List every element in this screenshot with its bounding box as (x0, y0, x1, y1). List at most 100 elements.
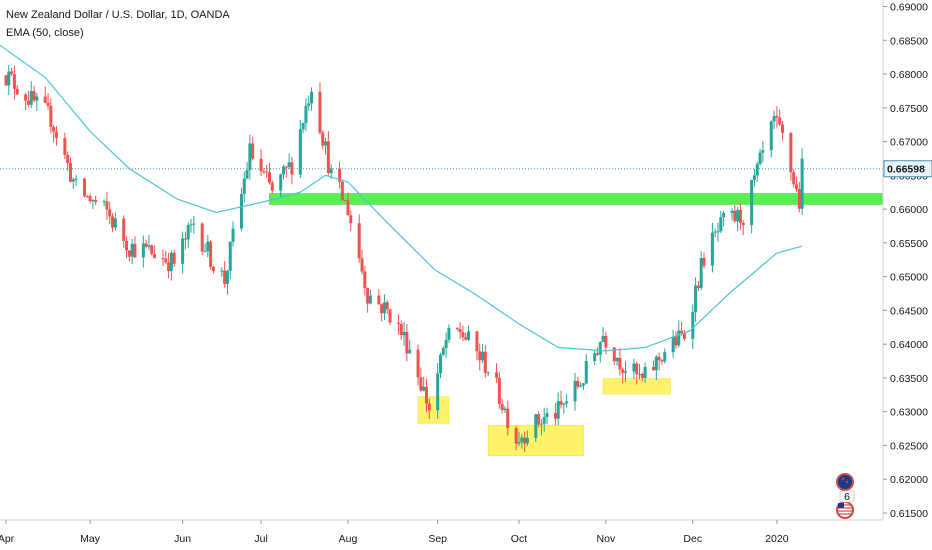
candle-body (24, 94, 28, 101)
time-tick-label: May (80, 533, 101, 545)
indicator-label[interactable]: EMA (50, close) (6, 27, 84, 39)
candle-body (506, 408, 510, 429)
candle-body (615, 357, 619, 362)
candle-body (282, 166, 286, 175)
candle-body (150, 245, 154, 255)
candle-body (153, 254, 157, 259)
candle-body (696, 285, 700, 289)
candle-body (231, 228, 235, 242)
candle-body (74, 178, 78, 180)
candle-body (716, 231, 720, 233)
candle-body (4, 75, 8, 86)
candle-body (565, 401, 569, 404)
candle-body (497, 377, 501, 404)
candle-body (481, 351, 485, 361)
price-tick-label: 0.65500 (890, 238, 928, 250)
nz-flag-icon[interactable] (836, 473, 854, 491)
candle-body (660, 360, 664, 362)
candle-body (144, 243, 148, 247)
candle-body (483, 351, 487, 373)
candle-body (385, 302, 389, 310)
candle-body (657, 356, 661, 361)
candle-body (164, 258, 168, 263)
candle-body (102, 201, 106, 203)
candle-body (710, 232, 714, 266)
candle-body (553, 413, 557, 419)
candle-body (133, 243, 137, 258)
time-axis[interactable]: Apr May Jun Jul Aug Sep Oct Nov Dec 2020 (0, 520, 789, 545)
price-axis[interactable]: 0.69000 0.68500 0.68000 0.67500 0.67000 0.665… (883, 2, 928, 520)
event-badge-icon[interactable]: 6 (839, 490, 855, 503)
candle-body (573, 380, 577, 402)
time-tick-label: Sep (428, 533, 447, 545)
time-tick-label: 2020 (765, 533, 789, 545)
candle-body (357, 223, 361, 259)
price-tick-label: 0.67000 (890, 137, 928, 149)
time-tick-label: Nov (597, 533, 616, 545)
candle-body (125, 240, 129, 251)
candle-body (304, 105, 308, 124)
candle-body (640, 374, 644, 378)
candle-body (88, 196, 92, 202)
chart-title: New Zealand Dollar / U.S. Dollar, 1D, OA… (6, 9, 230, 21)
candle-body (209, 241, 213, 267)
candle-body (458, 329, 462, 333)
price-tick-label: 0.68500 (890, 35, 928, 47)
candle-body (242, 178, 246, 195)
candle-body (127, 250, 131, 257)
price-tick-label: 0.67500 (890, 103, 928, 115)
candle-body (248, 143, 252, 171)
candle-body (181, 238, 185, 264)
candle-body (775, 116, 779, 118)
candle-body (604, 335, 608, 348)
candle-body (382, 302, 386, 314)
time-tick-label: Jun (174, 533, 191, 545)
candle-body (713, 231, 717, 233)
us-flag-icon[interactable] (836, 501, 854, 519)
candle-body (206, 241, 210, 252)
candle-body (192, 223, 196, 225)
candle-body (12, 74, 16, 89)
candle-body (200, 223, 204, 252)
candle-body (624, 371, 628, 373)
candle-body (419, 377, 423, 391)
candle-body (534, 414, 538, 438)
candle-body (267, 172, 271, 183)
candle-body (7, 71, 11, 86)
candle-body (503, 408, 507, 411)
candle-body (733, 210, 737, 222)
candle-body (750, 179, 754, 226)
time-tick-label: Apr (0, 533, 15, 545)
candle-body (68, 162, 72, 182)
candle-body (792, 172, 796, 185)
candle-body (29, 91, 33, 105)
candle-body (523, 437, 527, 444)
candle-body (556, 401, 560, 419)
price-tick-label: 0.63000 (890, 407, 928, 419)
candle-body (279, 174, 283, 191)
candle-body (441, 348, 445, 355)
candle-body (736, 209, 740, 222)
candle-body (539, 423, 543, 425)
candle-body (772, 116, 776, 122)
candle-body (702, 257, 706, 266)
candle-body (677, 330, 681, 346)
candle-body (741, 222, 745, 226)
candle-body (581, 383, 585, 386)
candle-body (761, 150, 765, 153)
candle-body (298, 129, 302, 175)
candle-body (738, 209, 742, 223)
time-tick-label: Aug (339, 533, 358, 545)
candle-body (228, 241, 232, 271)
candle-body (363, 271, 367, 289)
candle-body (368, 295, 372, 304)
candle-body (794, 184, 798, 190)
candle-body (467, 331, 471, 340)
candle-body (755, 164, 759, 176)
candle-body (251, 143, 255, 159)
price-tick-label: 0.65000 (890, 272, 928, 284)
candle-body (340, 181, 344, 201)
last-price-value: 0.66598 (887, 164, 925, 176)
candle-body (699, 257, 703, 289)
